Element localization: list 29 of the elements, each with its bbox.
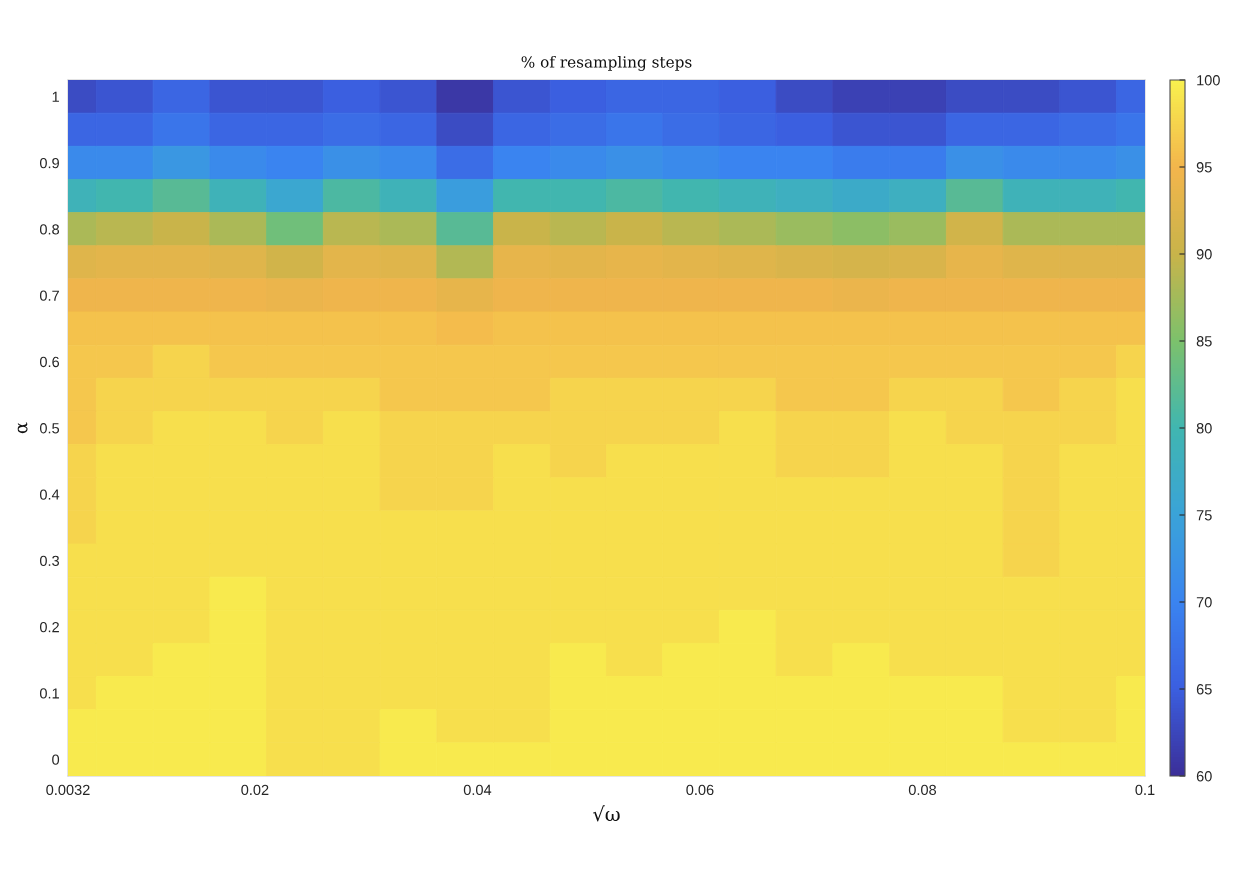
y-tick-label: 1 [52, 91, 59, 102]
color-bar-label: 80 [1196, 423, 1212, 434]
color-bar-label: 85 [1196, 336, 1212, 347]
x-axis-title: √ω [592, 805, 620, 822]
x-tick-label: 0.1 [1135, 784, 1155, 796]
y-tick-label: 0.4 [39, 489, 60, 500]
color-bar-label: 65 [1196, 684, 1212, 695]
y-tick-label: 0.5 [39, 423, 60, 434]
color-bar-label: 70 [1196, 597, 1212, 608]
y-tick-label: 0.3 [39, 555, 60, 566]
y-tick-label: 0.2 [39, 621, 59, 633]
x-tick-label: 0.08 [908, 784, 937, 796]
x-tick-label: 0.0032 [46, 784, 90, 796]
color-bar-label: 100 [1197, 75, 1220, 86]
y-tick-label: 0 [52, 754, 60, 765]
y-tick-label: 0.1 [39, 688, 59, 699]
y-axis-title: α [17, 422, 28, 434]
color-bar-label: 60 [1196, 771, 1212, 782]
x-tick-label: 0.04 [463, 784, 492, 796]
color-bar-label: 90 [1196, 249, 1212, 260]
chart-title: % of resampling steps [521, 55, 692, 71]
x-tick-label: 0.06 [686, 784, 714, 796]
y-tick-label: 0.6 [39, 356, 60, 368]
x-tick-label: 0.02 [241, 784, 269, 796]
color-bar-label: 75 [1196, 510, 1212, 521]
y-tick-label: 0.8 [39, 224, 60, 235]
y-tick-label: 0.7 [39, 290, 59, 301]
y-tick-label: 0.9 [39, 157, 59, 169]
color-bar-label: 95 [1196, 162, 1212, 173]
